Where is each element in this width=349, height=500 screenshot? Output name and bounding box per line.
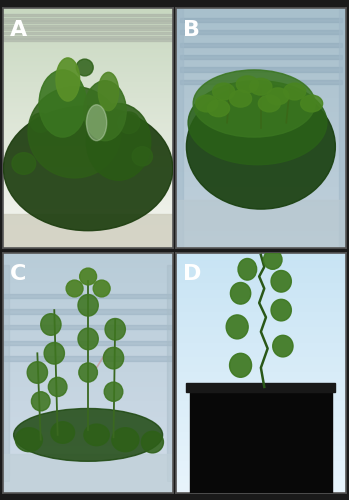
Ellipse shape (51, 422, 75, 444)
Bar (190, 387, 332, 492)
Ellipse shape (230, 282, 251, 304)
Ellipse shape (118, 112, 140, 134)
Bar (3, 28, 173, 30)
Bar (3, 39, 173, 41)
Ellipse shape (105, 318, 125, 340)
Bar (3, 36, 173, 38)
Bar (186, 384, 335, 392)
Bar (3, 18, 173, 20)
Text: A: A (10, 20, 28, 40)
Bar (3, 454, 173, 492)
Ellipse shape (213, 83, 235, 100)
Bar (3, 21, 173, 23)
Bar (3, 14, 173, 16)
Ellipse shape (12, 152, 36, 174)
Ellipse shape (15, 428, 43, 452)
Ellipse shape (112, 428, 139, 452)
Ellipse shape (267, 88, 289, 104)
Ellipse shape (66, 280, 83, 297)
Ellipse shape (193, 70, 315, 137)
Ellipse shape (41, 314, 61, 336)
Ellipse shape (258, 95, 280, 112)
Ellipse shape (186, 84, 335, 209)
Bar (180, 55, 342, 60)
Bar (176, 200, 346, 248)
Bar (339, 8, 346, 248)
Ellipse shape (98, 72, 119, 110)
Ellipse shape (230, 90, 252, 107)
Bar (3, 310, 173, 314)
Ellipse shape (87, 104, 151, 180)
Ellipse shape (230, 354, 252, 378)
Ellipse shape (93, 280, 110, 297)
Bar (3, 264, 9, 480)
Bar (3, 32, 173, 34)
Ellipse shape (226, 315, 248, 339)
Bar (3, 214, 173, 248)
Ellipse shape (271, 270, 291, 292)
Ellipse shape (300, 95, 323, 112)
Ellipse shape (56, 58, 80, 101)
Ellipse shape (31, 392, 50, 411)
Ellipse shape (263, 250, 282, 270)
Bar (176, 8, 183, 248)
Bar (180, 68, 342, 72)
Ellipse shape (84, 80, 126, 140)
Ellipse shape (273, 336, 293, 357)
Ellipse shape (78, 294, 98, 316)
Ellipse shape (79, 363, 97, 382)
Bar (3, 294, 173, 298)
Text: B: B (183, 20, 200, 40)
Ellipse shape (188, 80, 327, 164)
Ellipse shape (271, 300, 291, 321)
Bar (180, 42, 342, 47)
Ellipse shape (76, 59, 93, 76)
Bar (180, 18, 342, 22)
Ellipse shape (27, 362, 47, 384)
Ellipse shape (80, 268, 97, 285)
Ellipse shape (3, 106, 173, 230)
Ellipse shape (39, 70, 87, 137)
Bar (3, 25, 173, 26)
Text: D: D (183, 264, 201, 284)
Ellipse shape (49, 378, 67, 396)
Ellipse shape (208, 100, 230, 116)
Ellipse shape (238, 258, 257, 280)
Bar (3, 356, 173, 360)
Bar (3, 325, 173, 330)
Ellipse shape (87, 104, 107, 141)
Ellipse shape (84, 424, 109, 446)
Ellipse shape (104, 382, 123, 402)
Ellipse shape (141, 432, 163, 453)
Ellipse shape (196, 95, 218, 112)
Bar (167, 264, 173, 480)
Ellipse shape (44, 342, 65, 364)
Ellipse shape (103, 348, 124, 369)
Bar (3, 340, 173, 345)
Ellipse shape (284, 83, 306, 100)
Ellipse shape (78, 328, 98, 349)
Ellipse shape (250, 78, 272, 95)
Bar (180, 30, 342, 34)
Bar (180, 80, 342, 84)
Ellipse shape (236, 76, 258, 92)
Ellipse shape (28, 86, 121, 178)
Ellipse shape (14, 408, 163, 462)
Text: C: C (10, 264, 27, 284)
Ellipse shape (31, 113, 51, 132)
Ellipse shape (132, 146, 153, 166)
